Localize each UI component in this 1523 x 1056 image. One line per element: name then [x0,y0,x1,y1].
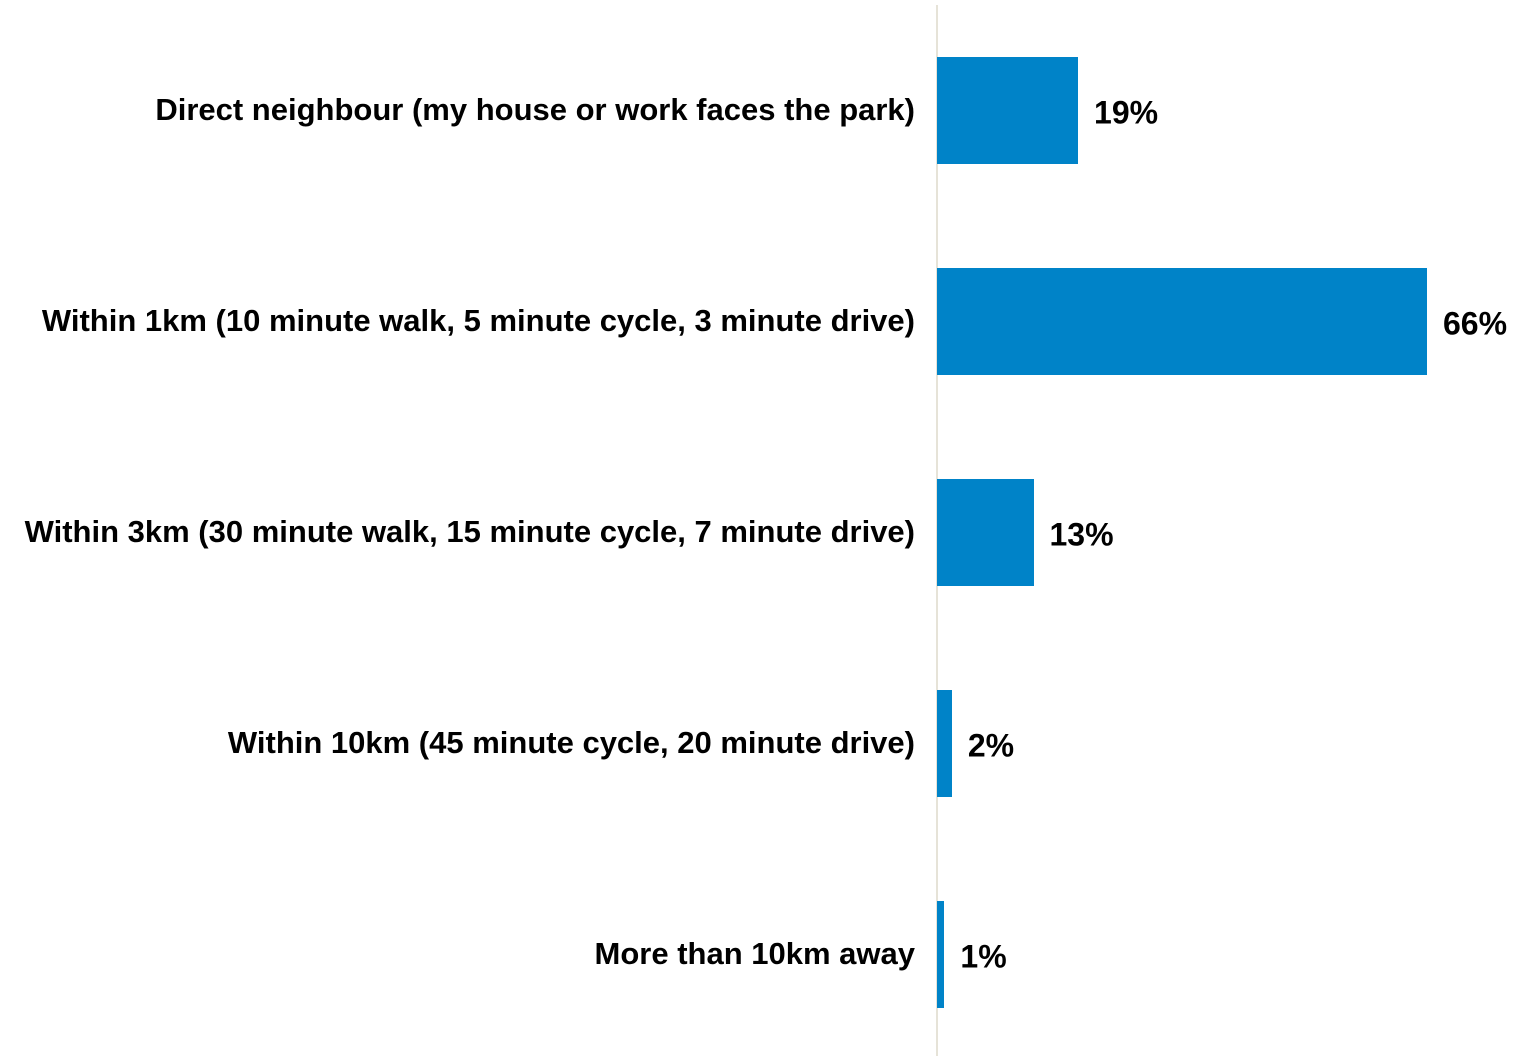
bar [937,901,945,1008]
bar [937,57,1079,164]
value-label: 66% [1443,305,1508,342]
bar [937,268,1427,375]
bar [937,690,952,797]
category-label: More than 10km away [594,936,915,971]
value-label: 2% [967,727,1015,764]
category-label: Within 3km (30 minute walk, 15 minute cy… [24,514,915,549]
category-label: Direct neighbour (my house or work faces… [155,92,915,127]
bar [937,479,1034,586]
category-label: Within 10km (45 minute cycle, 20 minute … [227,725,915,760]
value-label: 19% [1094,94,1159,131]
value-label: 13% [1049,516,1114,553]
category-label: Within 1km (10 minute walk, 5 minute cyc… [41,303,915,338]
value-label: 1% [960,938,1007,975]
